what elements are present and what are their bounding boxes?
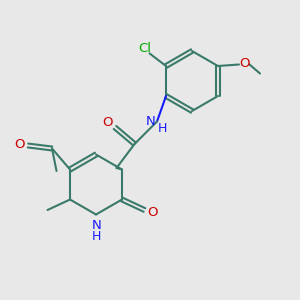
Text: N: N: [92, 219, 101, 232]
Text: H: H: [92, 230, 101, 244]
Text: H: H: [158, 122, 167, 136]
Text: Cl: Cl: [139, 41, 152, 55]
Text: N: N: [146, 115, 155, 128]
Text: O: O: [148, 206, 158, 220]
Text: O: O: [102, 116, 113, 129]
Text: O: O: [239, 57, 250, 70]
Text: O: O: [14, 137, 25, 151]
